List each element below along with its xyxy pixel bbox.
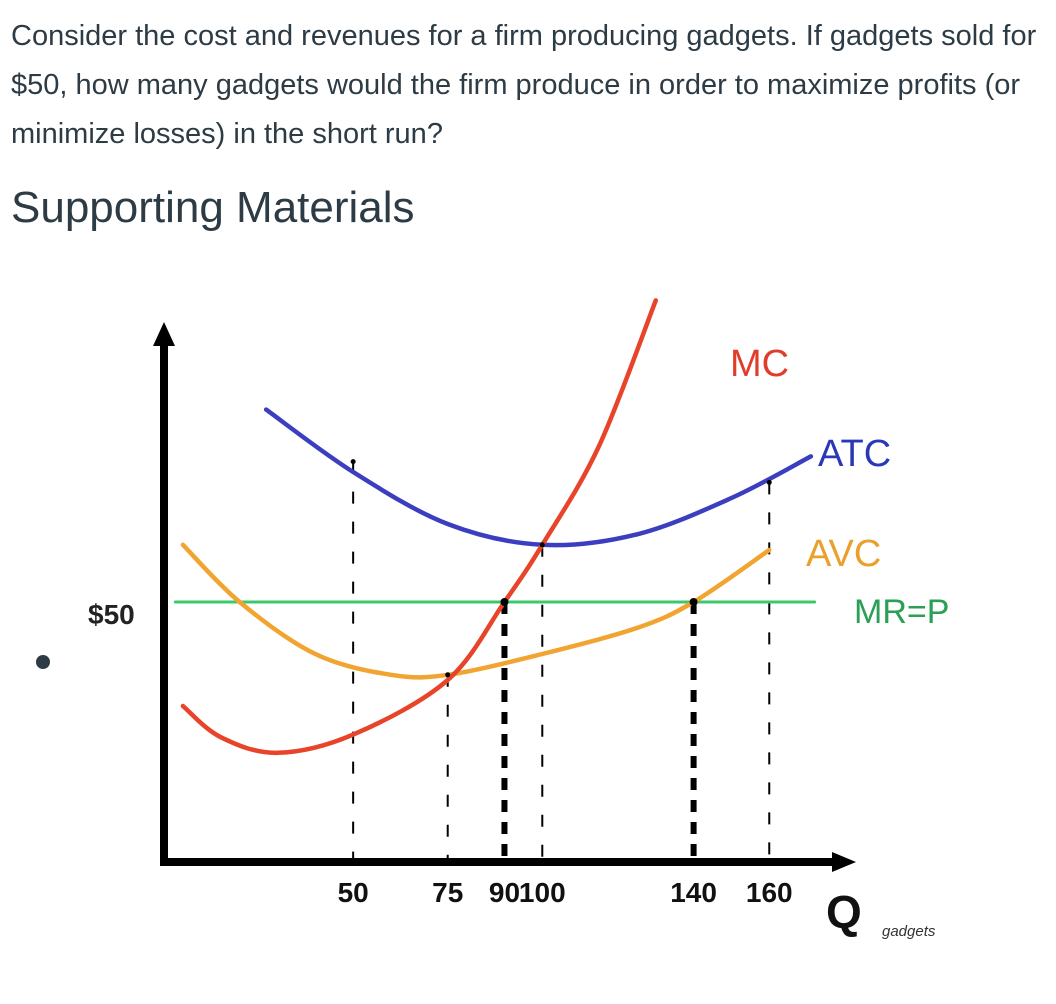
x-axis-arrow [832, 852, 856, 872]
x-axis-sublabel: gadgets [882, 923, 936, 940]
section-heading: Supporting Materials [11, 183, 415, 232]
avc-label: AVC [806, 533, 881, 575]
mc-curve [180, 298, 659, 756]
intersection-point-140 [689, 598, 698, 606]
price-label: $50 [88, 599, 135, 630]
axes [153, 322, 856, 872]
curves [173, 298, 817, 756]
x-tick-label-50: 50 [338, 877, 369, 908]
x-tick-label-90: 90 [489, 877, 520, 908]
intersection-point-100 [539, 542, 545, 548]
x-tick-label-160: 160 [746, 877, 793, 908]
atc-curve [263, 407, 814, 548]
x-axis-label: Q [826, 886, 862, 938]
intersection-point-75 [445, 672, 451, 678]
mr-label: MR=P [854, 593, 949, 631]
atc-label: ATC [818, 433, 891, 475]
x-tick-label-100: 100 [519, 877, 566, 908]
question-text: Consider the cost and revenues for a fir… [11, 20, 1037, 150]
x-tick-label-75: 75 [432, 877, 463, 908]
intersection-point-160 [766, 479, 772, 485]
mc-label: MC [730, 343, 789, 385]
y-axis-arrow [153, 322, 175, 346]
intersection-point-90 [500, 598, 509, 606]
x-tick-label-140: 140 [670, 877, 717, 908]
avc-curve [180, 542, 772, 680]
list-bullet [36, 655, 50, 669]
intersection-point-50 [350, 459, 356, 465]
dropped-lines [352, 461, 771, 862]
